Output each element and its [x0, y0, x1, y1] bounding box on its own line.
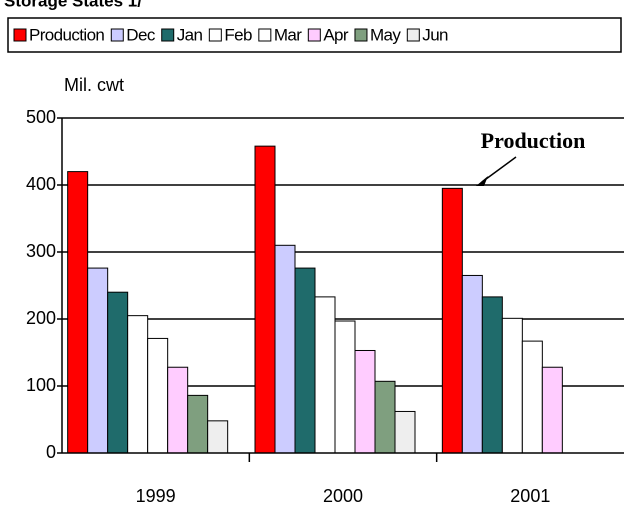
legend-label: Production [29, 25, 104, 44]
y-tick-label: 0 [46, 442, 56, 462]
x-tick-label: 2001 [510, 486, 550, 506]
legend-swatch [307, 28, 321, 42]
legend-swatch [161, 28, 175, 42]
y-axis-label: Mil. cwt [64, 75, 124, 95]
bar [147, 337, 169, 454]
bar [441, 187, 463, 454]
legend-swatch [208, 28, 222, 42]
bar [461, 274, 483, 454]
bar [294, 267, 316, 454]
legend-swatch [13, 28, 27, 42]
annotation-arrow [481, 156, 517, 183]
y-tick-label: 200 [26, 308, 56, 328]
bar [254, 145, 276, 454]
annotation: Production [481, 128, 586, 153]
chart-title: Storage States 1/ [4, 0, 142, 10]
bar [107, 291, 129, 454]
legend-label: Dec [126, 25, 156, 44]
bar [314, 296, 336, 454]
bar [541, 366, 563, 454]
bar [394, 410, 416, 454]
legend-label: May [370, 25, 401, 44]
bar [481, 296, 503, 454]
legend-label: Jun [422, 25, 448, 44]
legend-label: Feb [224, 25, 252, 44]
y-tick-label: 300 [26, 241, 56, 261]
arrow-head [476, 176, 488, 186]
legend-swatch [354, 28, 368, 42]
bar [87, 267, 109, 454]
x-tick-label: 2000 [323, 486, 363, 506]
bar [374, 380, 396, 454]
legend-label: Mar [274, 25, 302, 44]
legend-swatch [110, 28, 124, 42]
legend-label: Apr [323, 25, 349, 44]
bar [354, 349, 376, 454]
y-tick-label: 500 [26, 107, 56, 127]
bar [127, 315, 149, 454]
y-tick-label: 400 [26, 174, 56, 194]
bar [274, 244, 296, 454]
bar [187, 394, 209, 454]
legend-swatch [406, 28, 420, 42]
bar [67, 171, 89, 454]
x-tick-label: 1999 [136, 486, 176, 506]
y-tick-label: 100 [26, 375, 56, 395]
legend-label: Jan [177, 25, 203, 44]
bar [334, 320, 356, 454]
legend-swatch [258, 28, 272, 42]
bar [501, 317, 523, 454]
bar [207, 420, 229, 454]
bar [521, 340, 543, 454]
bar [167, 366, 189, 454]
